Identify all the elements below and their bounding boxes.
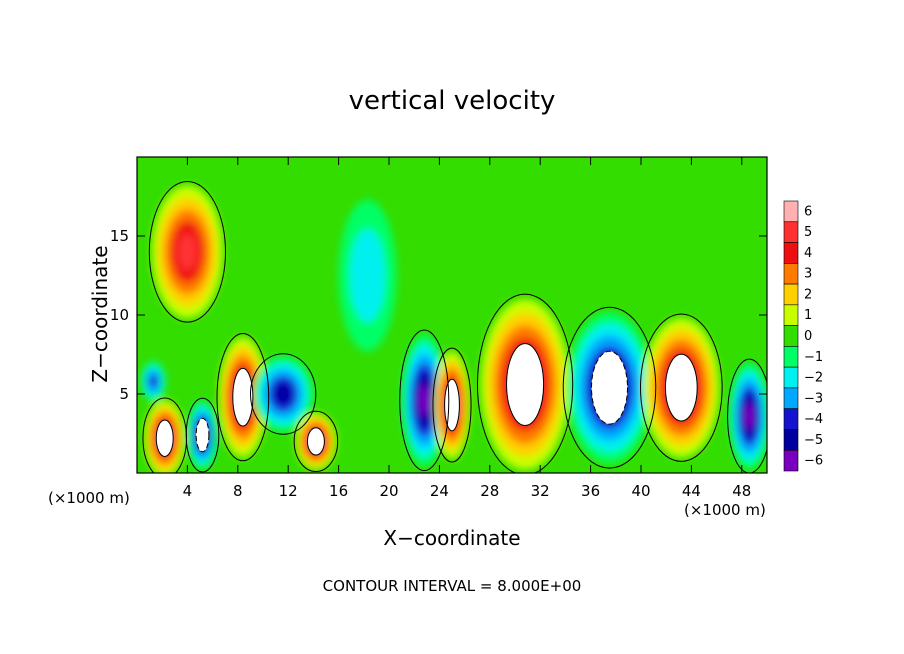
x-tick-label: 16 (329, 482, 348, 500)
velocity-cell-5-level-5 (274, 383, 292, 405)
colorbar: 6 5 4 3 2 1 0 −1 −2 −3 −4 −5 −6 (783, 200, 823, 472)
colorbar-swatch (783, 366, 799, 389)
zero-contour-13 (727, 358, 767, 473)
contour-line-10 (506, 343, 545, 426)
colorbar-label: −3 (804, 391, 823, 406)
velocity-cell-13-level-6 (744, 403, 755, 430)
velocity-core-1 (196, 418, 209, 452)
colorbar-swatch (783, 221, 799, 243)
x-tick-label: 48 (732, 482, 751, 500)
colorbar-label: 3 (804, 267, 812, 282)
colorbar-label: −5 (804, 433, 823, 448)
y-tick-label: 5 (119, 385, 129, 403)
contour-line-9 (444, 378, 460, 432)
colorbar-label: −6 (804, 454, 823, 469)
colorbar-label: −2 (804, 371, 823, 386)
x-tick-label: 44 (682, 482, 701, 500)
colorbar-label: 0 (804, 329, 812, 344)
x-tick-label: 24 (430, 482, 449, 500)
contour-line-6 (306, 427, 325, 456)
colorbar-swatch (783, 283, 799, 306)
colorbar-swatch (783, 449, 799, 472)
velocity-cell-3-level-5 (177, 232, 198, 271)
zero-contour-12 (639, 313, 723, 462)
velocity-core-2 (232, 368, 253, 426)
colorbar-label: 5 (804, 225, 812, 240)
zero-contour-11 (562, 306, 657, 469)
colorbar-label: 1 (804, 308, 812, 323)
zero-contour-2 (216, 333, 270, 462)
colorbar-label: 4 (804, 246, 812, 261)
colorbar-swatch (783, 325, 799, 347)
x-tick-label: 20 (379, 482, 398, 500)
y-tick-label: 10 (110, 306, 129, 324)
x-axis-label: X−coordinate (383, 526, 521, 550)
colorbar-label: −4 (804, 412, 823, 427)
colorbar-swatch (783, 387, 799, 409)
colorbar-swatch (783, 346, 799, 368)
velocity-cell-7-level-2 (349, 228, 386, 323)
velocity-cell-8-level-6 (418, 384, 430, 417)
velocity-core-11 (591, 351, 628, 425)
velocity-core-6 (307, 427, 325, 456)
x-tick-label: 40 (631, 482, 650, 500)
x-tick-label: 32 (531, 482, 550, 500)
plot-area (137, 157, 767, 473)
colorbar-swatch (783, 200, 799, 223)
contour-line-2 (232, 367, 254, 427)
zero-contour-3 (148, 180, 227, 323)
colorbar-swatch (783, 242, 799, 264)
colorbar-swatch (783, 408, 799, 430)
x-units-label-right: (×1000 m) (684, 501, 766, 519)
colorbar-label: −1 (804, 350, 823, 365)
x-tick-label: 28 (480, 482, 499, 500)
contour-interval-note: CONTOUR INTERVAL = 8.000E+00 (322, 577, 582, 595)
colorbar-label: 2 (804, 287, 812, 302)
zero-contour-10 (476, 293, 574, 473)
velocity-cell-4-level-4 (148, 374, 158, 389)
zero-contour-6 (293, 410, 339, 473)
x-axis-ticks: 4 8 12 16 20 24 28 32 36 40 44 48 (183, 157, 751, 500)
colorbar-label: 6 (804, 204, 812, 219)
x-units-label-left: (×1000 m) (48, 489, 130, 507)
y-tick-label: 15 (110, 227, 129, 245)
velocity-core-10 (506, 343, 544, 426)
colorbar-swatch (783, 304, 799, 326)
colorbar-swatch (783, 429, 799, 451)
x-tick-label: 12 (279, 482, 298, 500)
zero-contour-5 (250, 353, 317, 435)
contour-line-1 (195, 417, 210, 453)
velocity-core-0 (156, 420, 174, 457)
zero-contour-8 (399, 329, 450, 472)
y-axis-ticks: 5 10 15 (110, 227, 767, 403)
chart-title: vertical velocity (348, 86, 556, 116)
zero-contour-9 (432, 347, 472, 463)
contour-line-12 (664, 353, 698, 422)
x-tick-label: 8 (233, 482, 243, 500)
zero-contour-1 (185, 397, 220, 473)
contour-line-0 (155, 419, 174, 457)
x-tick-label: 4 (183, 482, 193, 500)
contour-line-11 (591, 350, 628, 425)
velocity-core-12 (665, 354, 698, 422)
x-tick-label: 36 (581, 482, 600, 500)
colorbar-swatch (783, 263, 799, 285)
